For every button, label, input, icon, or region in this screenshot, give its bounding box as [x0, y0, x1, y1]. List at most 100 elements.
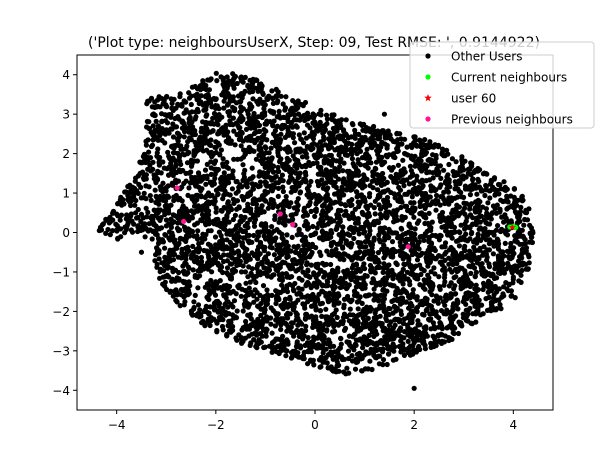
data-point	[268, 274, 274, 280]
data-point	[254, 265, 260, 271]
data-point	[470, 215, 476, 221]
data-point	[162, 254, 168, 260]
data-point	[166, 153, 172, 159]
data-point	[278, 131, 284, 137]
data-point	[105, 226, 111, 233]
data-point	[203, 181, 209, 187]
data-point	[296, 318, 302, 324]
data-point	[311, 334, 317, 340]
data-point	[467, 248, 473, 254]
data-point	[420, 330, 426, 336]
data-point	[218, 176, 224, 182]
data-point	[200, 203, 206, 209]
data-point	[273, 137, 279, 143]
data-point	[266, 343, 273, 349]
data-point	[110, 217, 116, 223]
data-point	[278, 178, 284, 184]
data-point	[383, 276, 390, 282]
data-point	[228, 319, 234, 326]
data-point	[121, 201, 127, 207]
data-point	[415, 337, 421, 343]
data-point	[248, 270, 254, 276]
data-point	[422, 346, 428, 352]
data-point	[450, 252, 456, 258]
data-point	[300, 269, 306, 275]
data-point	[499, 214, 505, 220]
data-point	[166, 258, 172, 265]
data-point	[128, 202, 134, 209]
data-point	[186, 116, 192, 122]
data-point	[483, 269, 489, 275]
data-point	[200, 231, 206, 237]
data-point	[296, 330, 302, 337]
data-point	[328, 205, 334, 211]
data-point	[407, 163, 413, 169]
data-point	[376, 259, 382, 265]
data-point	[291, 257, 297, 263]
data-point	[287, 294, 293, 300]
data-point	[339, 148, 345, 155]
data-point	[190, 267, 196, 273]
data-point	[257, 331, 264, 337]
data-point	[209, 269, 215, 275]
data-point	[480, 286, 486, 293]
data-point	[100, 221, 106, 227]
data-point	[467, 236, 473, 242]
data-point	[370, 173, 376, 179]
data-point	[473, 319, 479, 325]
data-point	[221, 246, 227, 252]
data-point	[497, 270, 503, 276]
data-point	[376, 136, 382, 142]
data-point	[399, 199, 405, 205]
data-point	[371, 315, 377, 321]
data-point	[107, 232, 113, 238]
data-point	[138, 218, 144, 225]
data-point	[254, 129, 260, 135]
data-point	[442, 251, 448, 257]
data-point	[202, 236, 208, 242]
data-point	[170, 134, 177, 140]
data-point	[171, 166, 177, 172]
data-point	[348, 134, 354, 140]
data-point	[247, 311, 253, 317]
data-point	[177, 195, 183, 201]
data-point	[447, 266, 453, 272]
data-point	[448, 314, 454, 320]
data-point	[170, 172, 176, 178]
data-point	[189, 84, 195, 90]
data-point	[220, 225, 227, 232]
data-point	[410, 287, 416, 293]
data-point	[266, 157, 273, 164]
data-point	[428, 344, 434, 350]
data-point	[404, 144, 410, 150]
data-point	[482, 192, 488, 199]
data-point	[369, 178, 375, 184]
data-point	[428, 157, 434, 163]
data-point	[372, 310, 378, 316]
data-point	[435, 199, 441, 205]
data-point	[315, 345, 321, 351]
data-point	[479, 261, 485, 267]
data-point	[410, 343, 416, 349]
data-point	[402, 136, 408, 142]
data-point	[195, 285, 201, 291]
data-point	[242, 167, 248, 173]
data-point	[216, 106, 222, 112]
data-point	[190, 126, 196, 132]
data-point	[191, 210, 197, 216]
data-point	[259, 134, 265, 140]
data-point	[154, 150, 160, 156]
data-point	[325, 322, 331, 328]
data-point	[379, 140, 385, 146]
data-point	[503, 266, 510, 272]
data-point	[462, 271, 468, 277]
data-point	[505, 260, 511, 266]
data-point	[462, 243, 468, 249]
data-point	[293, 123, 299, 129]
data-point	[465, 311, 471, 317]
data-point	[262, 121, 268, 127]
data-point	[380, 346, 386, 352]
data-point	[396, 248, 402, 254]
data-point	[272, 128, 278, 134]
data-point	[131, 190, 138, 197]
